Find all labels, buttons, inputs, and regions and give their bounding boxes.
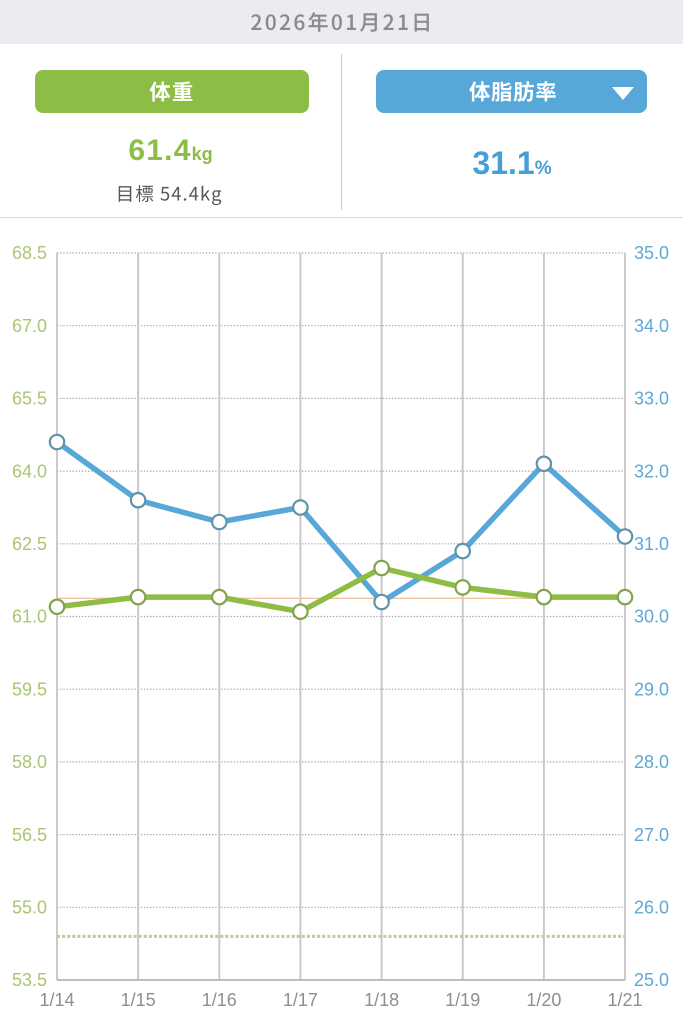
svg-text:67.0: 67.0 bbox=[12, 316, 47, 336]
svg-text:1/20: 1/20 bbox=[526, 990, 561, 1010]
svg-text:65.5: 65.5 bbox=[12, 389, 47, 409]
svg-text:59.5: 59.5 bbox=[12, 679, 47, 699]
svg-text:1/15: 1/15 bbox=[121, 990, 156, 1010]
svg-text:1/16: 1/16 bbox=[202, 990, 237, 1010]
svg-text:1/18: 1/18 bbox=[364, 990, 399, 1010]
svg-text:53.5: 53.5 bbox=[12, 970, 47, 990]
svg-text:35.0: 35.0 bbox=[634, 243, 669, 263]
svg-text:56.5: 56.5 bbox=[12, 825, 47, 845]
svg-text:68.5: 68.5 bbox=[12, 243, 47, 263]
svg-text:34.0: 34.0 bbox=[634, 316, 669, 336]
svg-text:31.0: 31.0 bbox=[634, 534, 669, 554]
svg-text:1/19: 1/19 bbox=[445, 990, 480, 1010]
svg-text:32.0: 32.0 bbox=[634, 461, 669, 481]
svg-text:58.0: 58.0 bbox=[12, 752, 47, 772]
svg-text:30.0: 30.0 bbox=[634, 607, 669, 627]
svg-text:28.0: 28.0 bbox=[634, 752, 669, 772]
svg-text:27.0: 27.0 bbox=[634, 825, 669, 845]
svg-text:1/21: 1/21 bbox=[607, 990, 642, 1010]
svg-text:1/17: 1/17 bbox=[283, 990, 318, 1010]
svg-text:25.0: 25.0 bbox=[634, 970, 669, 990]
svg-text:61.0: 61.0 bbox=[12, 607, 47, 627]
svg-text:26.0: 26.0 bbox=[634, 898, 669, 918]
svg-text:64.0: 64.0 bbox=[12, 461, 47, 481]
svg-text:62.5: 62.5 bbox=[12, 534, 47, 554]
svg-text:1/14: 1/14 bbox=[39, 990, 74, 1010]
svg-text:29.0: 29.0 bbox=[634, 679, 669, 699]
svg-text:33.0: 33.0 bbox=[634, 389, 669, 409]
svg-text:55.0: 55.0 bbox=[12, 898, 47, 918]
